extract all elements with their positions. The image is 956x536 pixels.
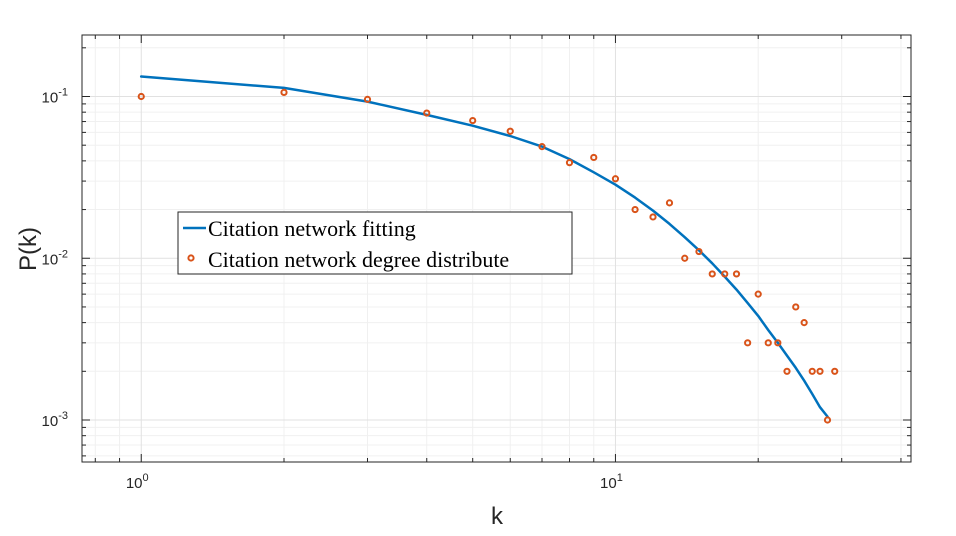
degree-point [800, 319, 808, 327]
degree-point [590, 153, 598, 162]
degree-point [423, 109, 431, 117]
degree-point [721, 270, 729, 278]
legend-marker-swatch [187, 254, 195, 262]
degree-point [363, 95, 372, 103]
degree-point [695, 247, 703, 256]
degree-point [792, 303, 800, 311]
y-axis-title: P(k) [15, 227, 42, 271]
degree-point [649, 213, 657, 221]
degree-point [774, 339, 782, 347]
fitting-curve [139, 75, 829, 418]
degree-point [831, 367, 839, 375]
degree-point [611, 175, 620, 183]
degree-point [732, 270, 741, 278]
degree-point [137, 92, 145, 101]
x-axis-title: k [491, 503, 504, 530]
legend: Citation network fitting Citation networ… [177, 211, 573, 275]
legend-box [177, 211, 573, 275]
x-tick-labels: 100 101 [126, 472, 623, 492]
legend-label-degree: Citation network degree distribute [208, 247, 509, 272]
degree-point [764, 339, 772, 347]
degree-point [280, 88, 288, 97]
degree-point [538, 143, 546, 151]
minor-grid [82, 35, 911, 462]
degree-point [744, 339, 752, 347]
y-tick-labels: 10-3 10-2 10-1 [42, 86, 68, 430]
degree-point [808, 367, 816, 375]
plot-frame [81, 34, 912, 463]
degree-point [565, 159, 574, 167]
x-tick-label: 100 [126, 472, 149, 492]
legend-label-fitting: Citation network fitting [208, 216, 416, 241]
degree-point [754, 290, 762, 298]
degree-point [816, 367, 824, 375]
degree-point [665, 199, 674, 207]
degree-point [823, 416, 832, 424]
degree-point [469, 116, 477, 125]
degree-point [631, 205, 639, 214]
axis-ticks [82, 35, 911, 462]
y-tick-label: 10-1 [42, 86, 68, 106]
x-tick-label: 101 [600, 472, 623, 492]
degree-point [681, 254, 689, 262]
degree-point [708, 270, 716, 278]
degree-point [783, 367, 791, 375]
series-layer [137, 75, 839, 424]
y-tick-label: 10-3 [42, 410, 68, 430]
y-tick-label: 10-2 [42, 248, 68, 268]
degree-point [506, 127, 514, 135]
